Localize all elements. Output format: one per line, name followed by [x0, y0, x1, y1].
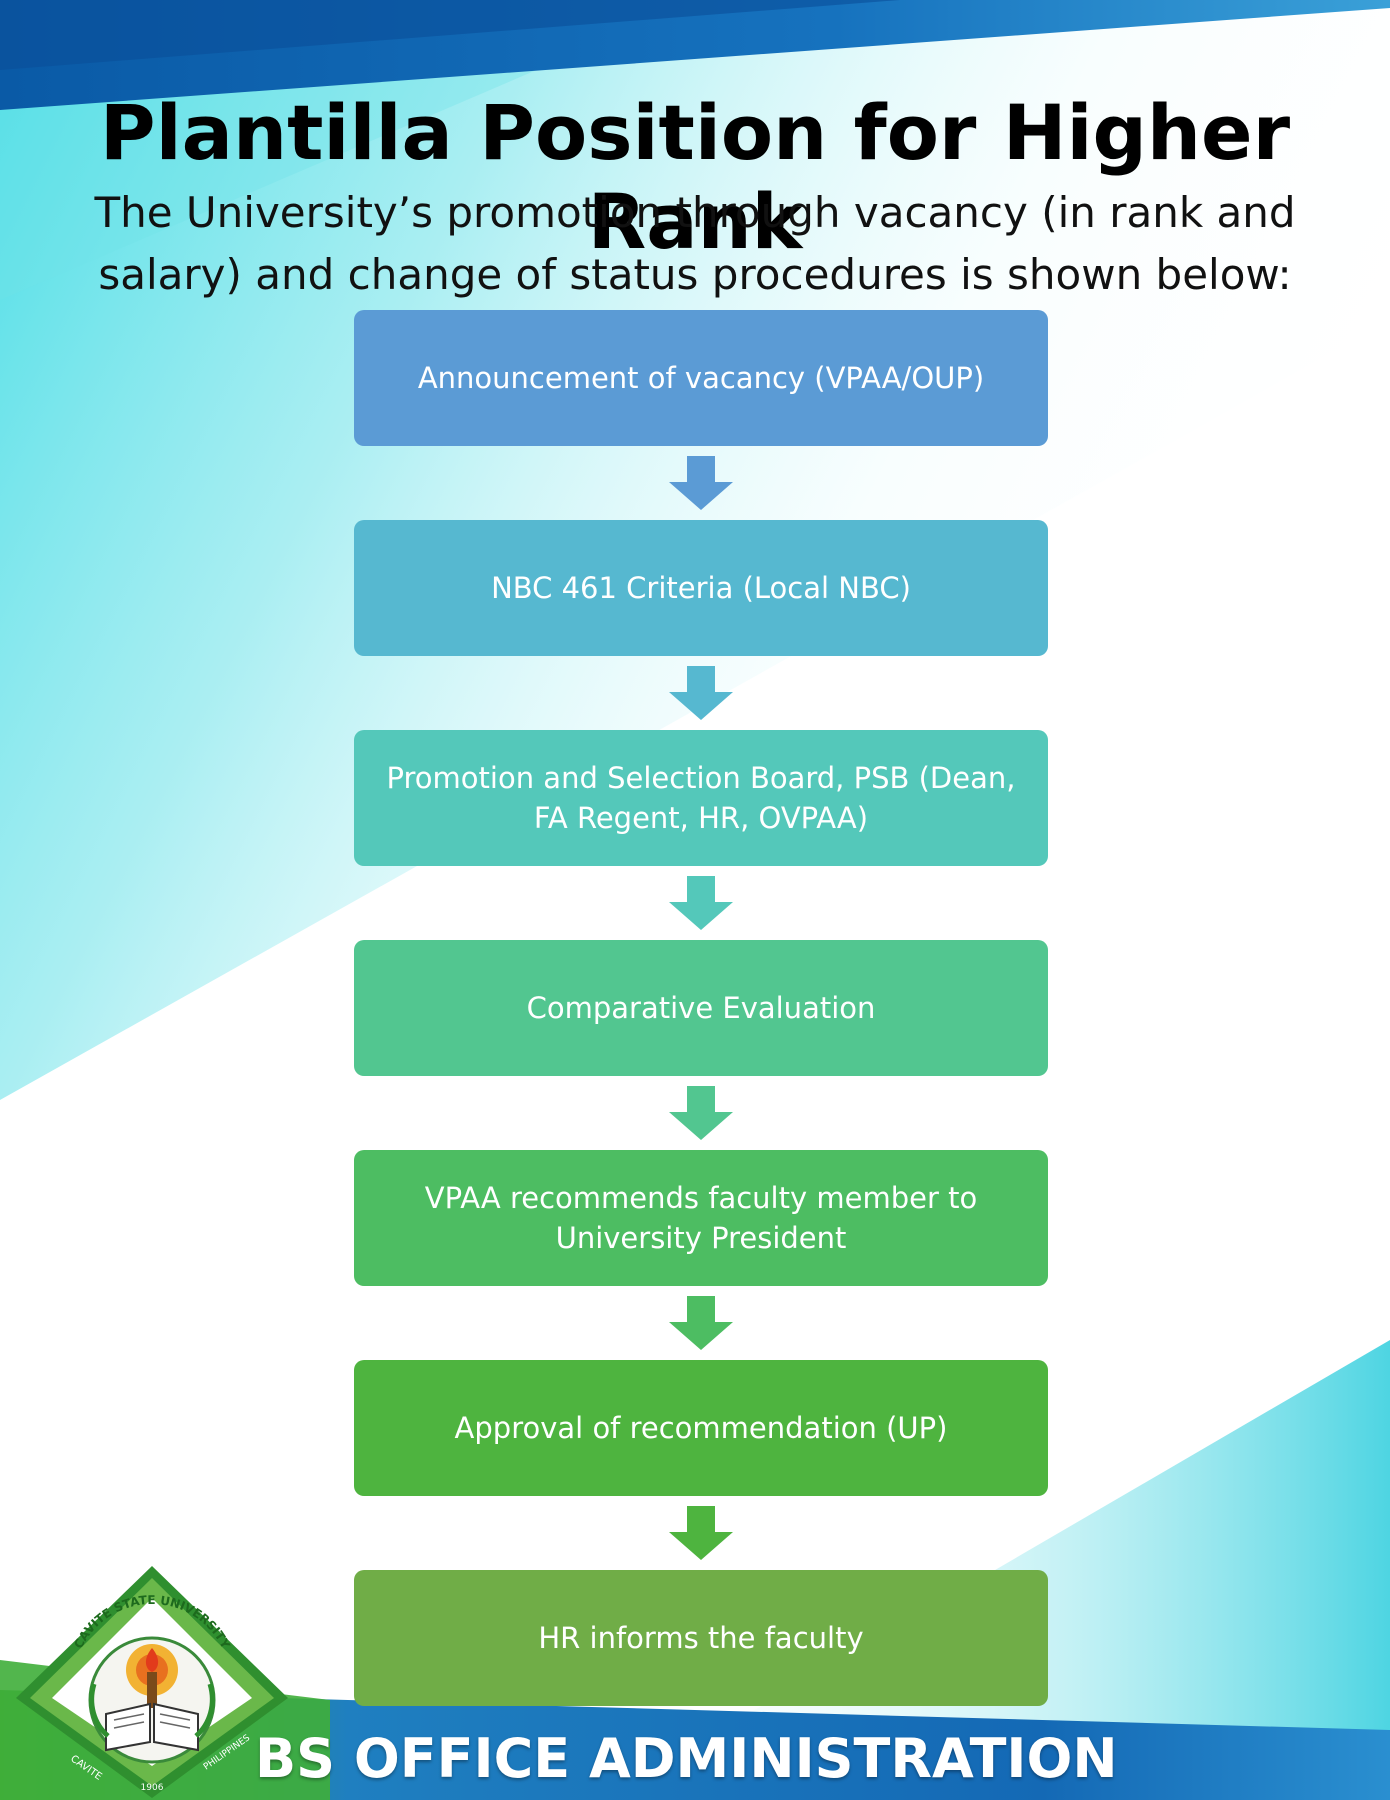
step-label: Promotion and Selection Board, PSB (Dean… — [386, 761, 1016, 835]
step-comparative-evaluation: Comparative Evaluation — [354, 940, 1048, 1076]
step-label: VPAA recommends faculty member to Univer… — [424, 1181, 978, 1255]
step-label: Comparative Evaluation — [526, 991, 876, 1025]
down-arrow-icon — [669, 1086, 733, 1140]
step-announcement: Announcement of vacancy (VPAA/OUP) — [354, 310, 1048, 446]
step-label: Approval of recommendation (UP) — [454, 1411, 948, 1445]
footer-program-name: BS OFFICE ADMINISTRATION — [255, 1727, 1118, 1790]
down-arrow-icon — [669, 876, 733, 930]
down-arrow-icon — [669, 456, 733, 510]
step-label: NBC 461 Criteria (Local NBC) — [491, 571, 911, 605]
university-seal-logo: CAVITE STATE UNIVERSITY CAVITE PHILIPPIN… — [16, 1566, 288, 1798]
step-approval: Approval of recommendation (UP) — [354, 1360, 1048, 1496]
page-title: Plantilla Position for Higher Rank — [99, 88, 1291, 266]
step-vpaa-recommends: VPAA recommends faculty member to Univer… — [354, 1150, 1048, 1286]
seal-year: 1906 — [141, 1783, 164, 1793]
down-arrow-icon — [669, 1506, 733, 1560]
step-nbc-criteria: NBC 461 Criteria (Local NBC) — [354, 520, 1048, 656]
down-arrow-icon — [669, 1296, 733, 1350]
step-hr-informs: HR informs the faculty — [354, 1570, 1048, 1706]
page-subtitle: The University’s promotion through vacan… — [94, 188, 1296, 299]
step-label: HR informs the faculty — [538, 1621, 864, 1655]
step-label: Announcement of vacancy (VPAA/OUP) — [417, 361, 985, 395]
down-arrow-icon — [669, 666, 733, 720]
step-psb: Promotion and Selection Board, PSB (Dean… — [354, 730, 1048, 866]
